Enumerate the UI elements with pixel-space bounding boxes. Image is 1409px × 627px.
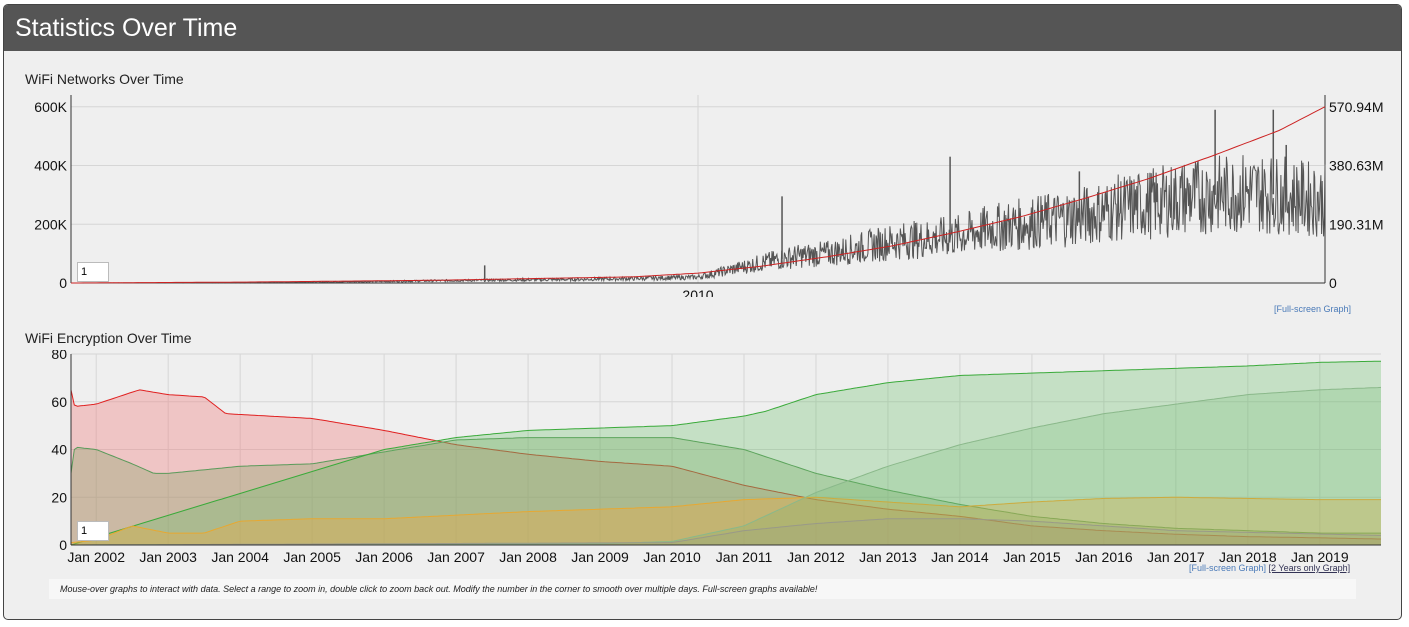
x-tick-label: Jan 2002 [67, 549, 125, 565]
encryption-series-grey-area [71, 518, 1381, 545]
x-tick-label: 2010 [682, 287, 713, 297]
networks-daily-line [83, 155, 1326, 284]
y-tick-label: 0 [59, 537, 67, 553]
networks-smoothing-input[interactable]: 1 [77, 262, 109, 282]
x-tick-label: Jan 2018 [1219, 549, 1277, 565]
y-tick-label: 40 [51, 442, 67, 458]
encryption-fullscreen-link[interactable]: [Full-screen Graph] [1189, 563, 1267, 573]
x-tick-label: Jan 2012 [787, 549, 845, 565]
y-tick-label: 0 [59, 275, 67, 291]
encryption-series-red-line [70, 389, 1381, 540]
encryption-links: [Full-screen Graph] [2 Years only Graph] [1189, 563, 1350, 573]
y-tick-label: 600K [34, 99, 67, 115]
y2-tick-label: 570.94M [1329, 99, 1383, 115]
y-tick-label: 80 [51, 350, 67, 362]
x-tick-label: Jan 2010 [643, 549, 701, 565]
encryption-series-orange-line [70, 496, 1381, 544]
encryption-series-green-line [70, 360, 1381, 546]
two-years-link[interactable]: [2 Years only Graph] [1268, 563, 1351, 573]
encryption-series-orange-area [71, 497, 1381, 545]
x-tick-label: Jan 2017 [1147, 549, 1205, 565]
x-tick-label: Jan 2013 [859, 549, 917, 565]
x-tick-label: Jan 2019 [1291, 549, 1349, 565]
x-tick-label: Jan 2006 [355, 549, 413, 565]
y2-tick-label: 0 [1329, 275, 1337, 291]
networks-chart-title: WiFi Networks Over Time [25, 71, 184, 87]
x-tick-label: Jan 2009 [571, 549, 629, 565]
encryption-series-lightgreen-area [71, 387, 1381, 545]
y-tick-label: 60 [51, 394, 67, 410]
y-tick-label: 400K [34, 158, 67, 174]
encryption-chart-title: WiFi Encryption Over Time [25, 330, 192, 346]
encryption-smoothing-input[interactable]: 1 [77, 521, 109, 541]
encryption-series-olive-line [70, 437, 1381, 534]
encryption-series-red-area [71, 389, 1381, 545]
panel-title: Statistics Over Time [4, 5, 1401, 51]
x-tick-label: Jan 2016 [1075, 549, 1133, 565]
y-tick-label: 200K [34, 216, 67, 232]
encryption-series-grey-line [71, 518, 1381, 546]
networks-fullscreen-link[interactable]: [Full-screen Graph] [1274, 304, 1352, 314]
x-tick-label: Jan 2003 [139, 549, 197, 565]
x-tick-label: Jan 2007 [427, 549, 485, 565]
x-tick-label: Jan 2014 [931, 549, 989, 565]
x-tick-label: Jan 2008 [499, 549, 557, 565]
y2-tick-label: 190.31M [1329, 216, 1383, 232]
y2-tick-label: 380.63M [1329, 158, 1383, 174]
y-tick-label: 20 [51, 489, 67, 505]
x-tick-label: Jan 2005 [283, 549, 341, 565]
help-note: Mouse-over graphs to interact with data.… [49, 579, 1356, 599]
statistics-panel: Statistics Over Time WiFi Networks Over … [3, 4, 1402, 620]
networks-total-line [71, 106, 1326, 284]
x-tick-label: Jan 2004 [211, 549, 269, 565]
x-tick-label: Jan 2015 [1003, 549, 1061, 565]
x-tick-label: Jan 2011 [716, 549, 773, 565]
encryption-series-green-area [71, 361, 1381, 545]
networks-links: [Full-screen Graph] [1274, 304, 1351, 314]
networks-chart[interactable]: 600K 570.94M 400K 380.63M 200K 190.31M 0 0 2010 [4, 91, 1401, 297]
